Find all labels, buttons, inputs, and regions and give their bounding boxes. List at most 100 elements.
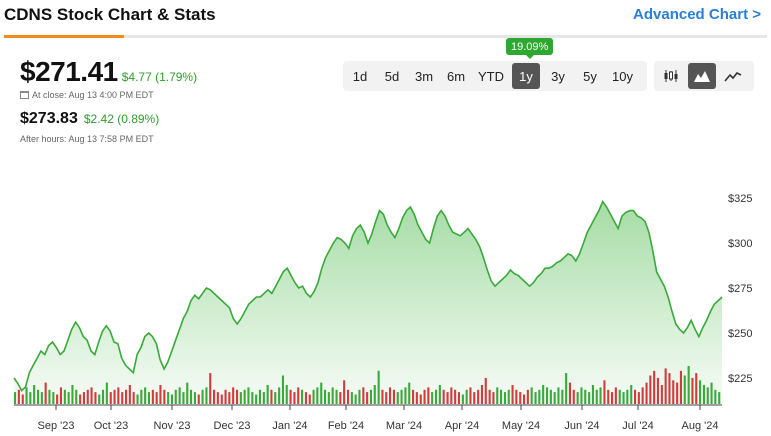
price-change: $4.77 (1.79%)	[121, 70, 198, 84]
x-tick-label: Mar '24	[386, 420, 422, 432]
volume-bar	[400, 389, 403, 404]
volume-bar	[515, 389, 518, 404]
volume-bar	[710, 382, 713, 404]
y-tick-label: $275	[728, 283, 752, 295]
candlestick-button[interactable]	[657, 63, 684, 89]
volume-bar	[714, 389, 717, 404]
volume-bar	[435, 389, 438, 404]
volume-bar	[258, 389, 261, 404]
volume-bar	[37, 389, 40, 404]
mountain-button[interactable]	[688, 63, 716, 89]
volume-bar	[637, 392, 640, 404]
volume-bar	[492, 392, 495, 404]
after-hours-price-line: $273.83 $2.42 (0.89%)	[20, 110, 159, 128]
volume-bar	[553, 392, 556, 404]
volume-bar	[454, 389, 457, 404]
volume-bar	[412, 389, 415, 404]
volume-bar	[197, 394, 200, 404]
volume-bar	[584, 389, 587, 404]
volume-bar	[113, 389, 116, 404]
volume-bar	[687, 366, 690, 404]
volume-bar	[423, 389, 426, 404]
volume-bar	[695, 373, 698, 404]
volume-bar	[477, 389, 480, 404]
volume-bar	[534, 392, 537, 404]
volume-bar	[431, 392, 434, 404]
volume-bar	[17, 389, 20, 404]
volume-bar	[293, 392, 296, 404]
volume-bar	[147, 392, 150, 404]
volume-bar	[331, 387, 334, 404]
y-tick-label: $300	[728, 238, 752, 250]
y-axis: $325 $300 $275 $250 $225	[728, 193, 752, 385]
price-chart[interactable]: $325 $300 $275 $250 $225 Sep '23 Oct '23 Nov '…	[0, 150, 771, 436]
volume-bar	[660, 385, 663, 404]
volume-bar	[274, 392, 277, 404]
volume-bar	[243, 389, 246, 404]
range-button-1d[interactable]: 1d	[352, 68, 368, 84]
volume-bar	[289, 389, 292, 404]
range-button-5y[interactable]: 5y	[583, 68, 597, 84]
volume-bar	[373, 385, 376, 404]
volume-bar	[408, 382, 411, 404]
volume-bar	[301, 389, 304, 404]
volume-bar	[607, 389, 610, 404]
volume-bar	[224, 389, 227, 404]
volume-bar	[626, 389, 629, 404]
volume-bar	[603, 380, 606, 405]
volume-bar	[442, 389, 445, 404]
volume-bar	[128, 385, 131, 404]
quote-price-line: $271.41 $4.77 (1.79%)	[20, 56, 197, 88]
volume-bar	[163, 389, 166, 404]
range-button-3m[interactable]: 3m	[414, 68, 434, 84]
volume-bar	[297, 387, 300, 404]
range-button-5d[interactable]: 5d	[384, 68, 400, 84]
volume-bar	[507, 389, 510, 404]
volume-bar	[572, 389, 575, 404]
advanced-chart-link[interactable]: Advanced Chart >	[633, 6, 761, 23]
volume-bar	[324, 389, 327, 404]
volume-bar	[266, 385, 269, 404]
volume-bar	[676, 382, 679, 404]
range-button-3y[interactable]: 3y	[551, 68, 565, 84]
range-button-1y[interactable]: 1y	[512, 63, 540, 89]
volume-bar	[656, 377, 659, 404]
volume-bar	[278, 387, 281, 404]
volume-bar	[121, 392, 124, 404]
volume-bar	[500, 389, 503, 404]
volume-bar	[21, 394, 24, 404]
range-button-10y[interactable]: 10y	[612, 68, 633, 84]
volume-bar	[312, 389, 315, 404]
volume-bar	[419, 394, 422, 404]
x-tick-label: Jun '24	[564, 420, 599, 432]
x-tick-label: Feb '24	[328, 420, 364, 432]
volume-bar	[308, 394, 311, 404]
volume-bar	[538, 389, 541, 404]
volume-bar	[140, 389, 143, 404]
volume-bar	[255, 394, 258, 404]
range-button-6m[interactable]: 6m	[446, 68, 466, 84]
volume-bar	[568, 382, 571, 404]
price-area-fill	[14, 201, 722, 405]
volume-bar	[389, 387, 392, 404]
volume-bar	[132, 392, 135, 404]
volume-bar	[699, 380, 702, 405]
close-time: At close: Aug 13 4:00 PM EDT	[20, 90, 154, 100]
volume-bar	[396, 392, 399, 404]
volume-bar	[117, 387, 120, 404]
volume-bar	[63, 389, 66, 404]
volume-bar	[59, 387, 62, 404]
volume-bar	[392, 389, 395, 404]
volume-bar	[327, 392, 330, 404]
volume-bar	[174, 389, 177, 404]
range-button-ytd[interactable]: YTD	[478, 68, 504, 84]
volume-bar	[438, 385, 441, 404]
y-tick-label: $325	[728, 193, 752, 205]
volume-bar	[262, 392, 265, 404]
x-tick-label: Aug '24	[682, 420, 719, 432]
line-chart-button[interactable]	[720, 63, 747, 89]
volume-bars	[14, 366, 721, 405]
volume-bar	[611, 392, 614, 404]
volume-bar	[450, 387, 453, 404]
line-icon	[724, 71, 742, 82]
